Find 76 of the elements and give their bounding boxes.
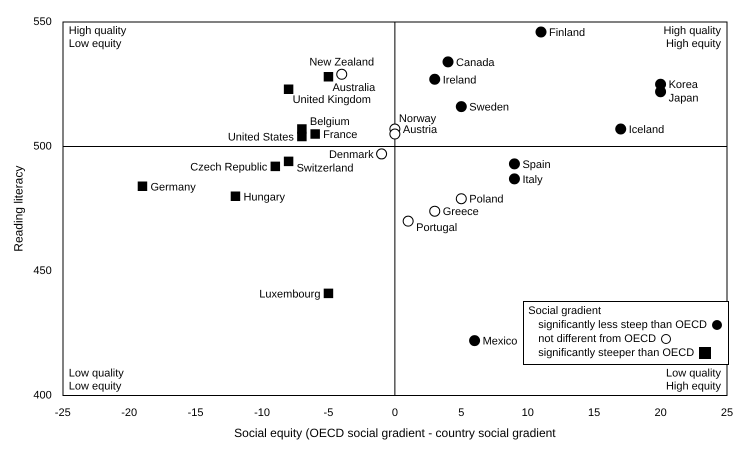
point	[310, 129, 320, 139]
y-tick-label: 500	[33, 140, 52, 152]
x-tick-label: -5	[324, 407, 334, 420]
point	[284, 84, 294, 94]
point	[469, 335, 480, 346]
annotation: Low quality Low equity	[68, 367, 124, 392]
annotation: Low quality High equity	[666, 367, 722, 392]
x-axis-title: Social equity (OECD social gradient - country social gradient	[234, 426, 556, 440]
annotation: Austria	[402, 124, 438, 136]
x-tick-label: -10	[254, 407, 270, 420]
annotation: Italy	[522, 174, 544, 186]
annotation: United Kingdom	[292, 94, 371, 106]
annotation: Mexico	[482, 336, 518, 348]
annotation: Portugal	[416, 222, 458, 234]
annotation: Greece	[442, 206, 479, 218]
point	[508, 158, 520, 170]
point	[508, 173, 520, 184]
point	[324, 288, 334, 298]
point	[376, 148, 388, 160]
x-tick-label: 5	[458, 407, 464, 420]
point	[655, 86, 666, 98]
point	[324, 72, 334, 82]
legend-label: significantly steeper than OECD	[538, 346, 694, 360]
annotation: High quality Low equity	[68, 25, 127, 50]
point	[456, 101, 467, 112]
point	[389, 128, 400, 140]
x-tick-label: 15	[588, 407, 600, 420]
annotation: Norway	[398, 113, 437, 126]
annotation: Ireland	[442, 74, 476, 86]
point	[284, 156, 294, 166]
legend-label: not different from OECD	[538, 332, 656, 346]
point	[442, 56, 454, 68]
y-tick-label: 400	[33, 389, 52, 402]
annotation: United States	[228, 132, 294, 144]
x-tick-label: 20	[654, 407, 667, 420]
annotation: New Zealand	[309, 56, 374, 68]
y-tick-label: 550	[33, 16, 52, 28]
x-tick-label: 0	[392, 407, 398, 420]
point	[270, 162, 280, 172]
annotation: Poland	[469, 194, 504, 206]
point	[402, 216, 414, 227]
annotation: Denmark	[328, 148, 374, 161]
legend-title: Social gradient	[528, 304, 602, 318]
annotation: Korea	[668, 79, 699, 92]
annotation: High quality High equity	[664, 25, 722, 50]
annotation: Australia	[332, 82, 376, 94]
annotation: Czech Republic	[190, 161, 268, 174]
annotation: Japan	[668, 92, 699, 105]
point	[456, 193, 467, 204]
point	[429, 206, 440, 217]
annotation: Canada	[456, 56, 496, 69]
point	[536, 26, 547, 38]
point	[297, 132, 307, 142]
annotation: Spain	[522, 158, 551, 171]
annotation: Iceland	[628, 124, 664, 136]
x-tick-label: -25	[54, 407, 71, 420]
annotation: France	[323, 129, 358, 142]
annotation: Switzerland	[296, 162, 354, 174]
annotation: Finland	[549, 26, 586, 39]
y-tick-label: 450	[33, 264, 52, 277]
x-tick-label: 10	[522, 407, 534, 420]
annotation: Belgium	[310, 116, 350, 128]
y-axis-title: Reading literacy	[12, 166, 26, 252]
annotation: Germany	[150, 181, 196, 194]
annotation: Sweden	[469, 102, 510, 114]
annotation: Luxembourg	[259, 288, 320, 300]
annotation: Hungary	[243, 191, 286, 204]
point	[230, 192, 240, 201]
point	[336, 68, 348, 80]
point	[429, 74, 440, 85]
x-tick-label: 25	[720, 407, 734, 420]
x-tick-label: -15	[188, 407, 204, 420]
x-tick-label: -20	[121, 407, 138, 420]
point	[138, 182, 148, 192]
point	[615, 124, 626, 135]
legend-label: significantly less steep than OECD	[538, 318, 707, 332]
